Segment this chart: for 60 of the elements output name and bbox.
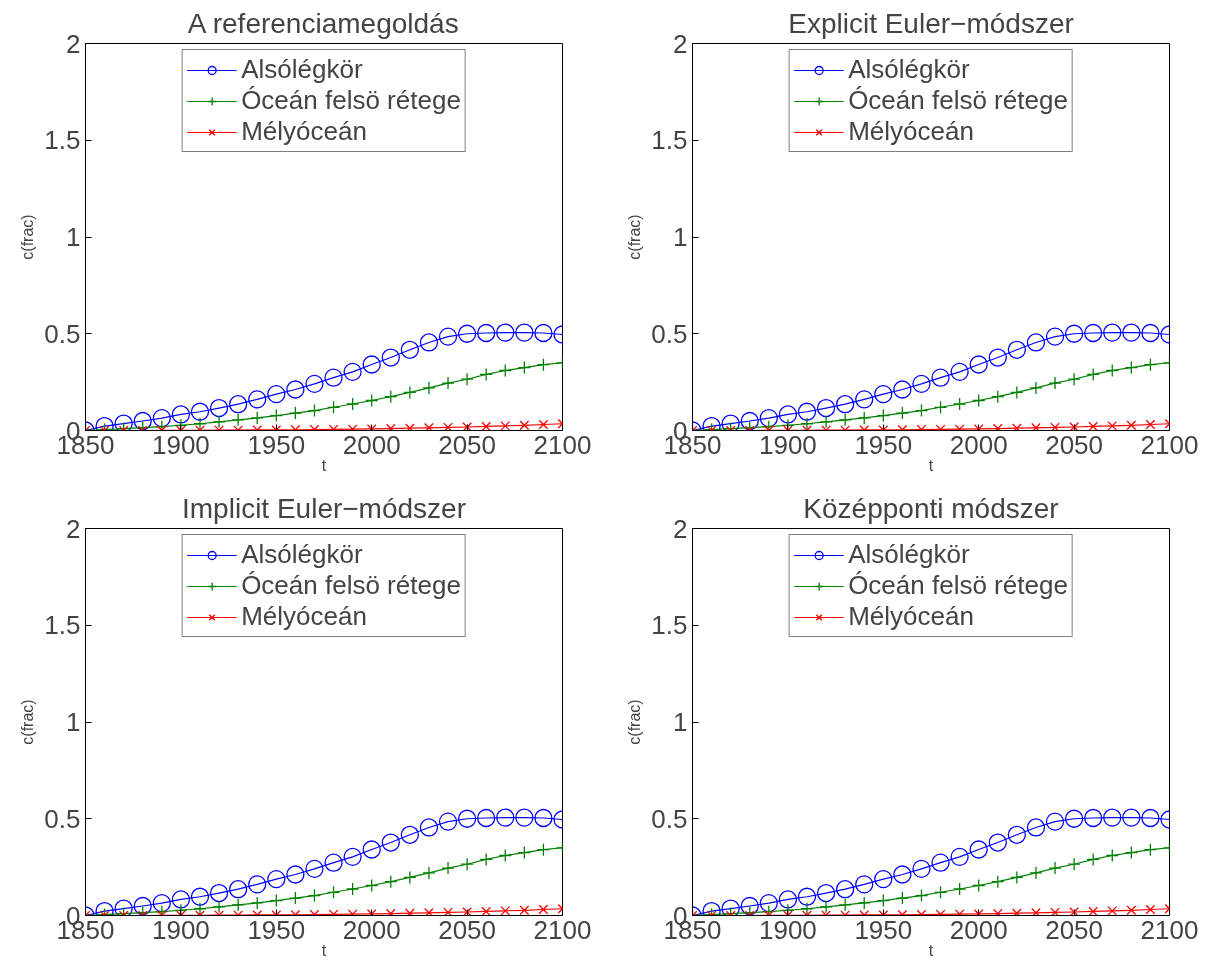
legend-label: Óceán felsö rétege bbox=[848, 570, 1068, 601]
chart-title: Középponti módszer bbox=[803, 492, 1059, 524]
x-tick-label: 1900 bbox=[758, 429, 817, 460]
x-tick-label: 2100 bbox=[533, 429, 592, 460]
legend-label: Mélyóceán bbox=[241, 601, 367, 632]
chart-title: A referenciamegoldás bbox=[187, 7, 459, 39]
x-tick-label: 2000 bbox=[342, 914, 401, 945]
y-tick-label: 2 bbox=[66, 513, 81, 544]
y-axis-title: c(frac) bbox=[19, 214, 37, 260]
x-tick-label: 1900 bbox=[151, 429, 210, 460]
legend-label: Alsólégkör bbox=[241, 539, 363, 570]
y-axis-title: c(frac) bbox=[626, 699, 644, 745]
y-tick-label: 0.5 bbox=[651, 318, 688, 349]
x-tick-label: 1950 bbox=[854, 429, 913, 460]
x-tick-label: 1900 bbox=[151, 914, 210, 945]
x-tick-label: 2100 bbox=[1140, 429, 1199, 460]
y-tick-label: 1.5 bbox=[44, 610, 81, 641]
x-tick-label: 2050 bbox=[1045, 429, 1104, 460]
legend-label: Mélyóceán bbox=[848, 601, 974, 632]
legend-label: Mélyóceán bbox=[848, 116, 974, 147]
x-tick-label: 2000 bbox=[342, 429, 401, 460]
y-axis-title: c(frac) bbox=[19, 699, 37, 745]
legend-label: Alsólégkör bbox=[241, 54, 363, 85]
x-tick-label: 1950 bbox=[854, 914, 913, 945]
x-axis-title: t bbox=[928, 941, 934, 959]
y-tick-label: 0.5 bbox=[651, 803, 688, 834]
legend-label: Óceán felsö rétege bbox=[848, 85, 1068, 116]
y-tick-label: 1 bbox=[673, 707, 688, 737]
y-tick-label: 2 bbox=[66, 28, 81, 59]
y-tick-label: 0.5 bbox=[44, 318, 81, 349]
y-tick-label: 1.5 bbox=[651, 125, 688, 156]
y-tick-label: 1 bbox=[66, 222, 81, 252]
x-tick-label: 2050 bbox=[1045, 914, 1104, 945]
chart-title: Implicit Euler−módszer bbox=[182, 492, 466, 524]
x-tick-label: 2000 bbox=[949, 914, 1008, 945]
y-tick-label: 1 bbox=[673, 222, 688, 252]
y-tick-label: 0.5 bbox=[44, 803, 81, 834]
legend-label: Alsólégkör bbox=[848, 54, 970, 85]
y-tick-label: 1.5 bbox=[44, 125, 81, 156]
x-tick-label: 2050 bbox=[438, 914, 497, 945]
x-tick-label: 1950 bbox=[247, 429, 306, 460]
legend-label: Alsólégkör bbox=[848, 539, 970, 570]
y-tick-label: 2 bbox=[673, 513, 688, 544]
x-tick-label: 2100 bbox=[1140, 914, 1199, 945]
y-tick-label: 2 bbox=[673, 28, 688, 59]
x-tick-label: 2100 bbox=[533, 914, 592, 945]
legend-label: Óceán felsö rétege bbox=[241, 570, 461, 601]
chart-title: Explicit Euler−módszer bbox=[788, 7, 1074, 39]
x-axis-title: t bbox=[321, 456, 327, 474]
x-tick-label: 1950 bbox=[247, 914, 306, 945]
x-tick-label: 2050 bbox=[438, 429, 497, 460]
y-tick-label: 1.5 bbox=[651, 610, 688, 641]
y-axis-title: c(frac) bbox=[626, 214, 644, 260]
x-axis-title: t bbox=[321, 941, 327, 959]
x-tick-label: 2000 bbox=[949, 429, 1008, 460]
x-axis-title: t bbox=[928, 456, 934, 474]
x-tick-label: 1900 bbox=[758, 914, 817, 945]
legend-label: Óceán felsö rétege bbox=[241, 85, 461, 116]
y-tick-label: 1 bbox=[66, 707, 81, 737]
legend-label: Mélyóceán bbox=[241, 116, 367, 147]
